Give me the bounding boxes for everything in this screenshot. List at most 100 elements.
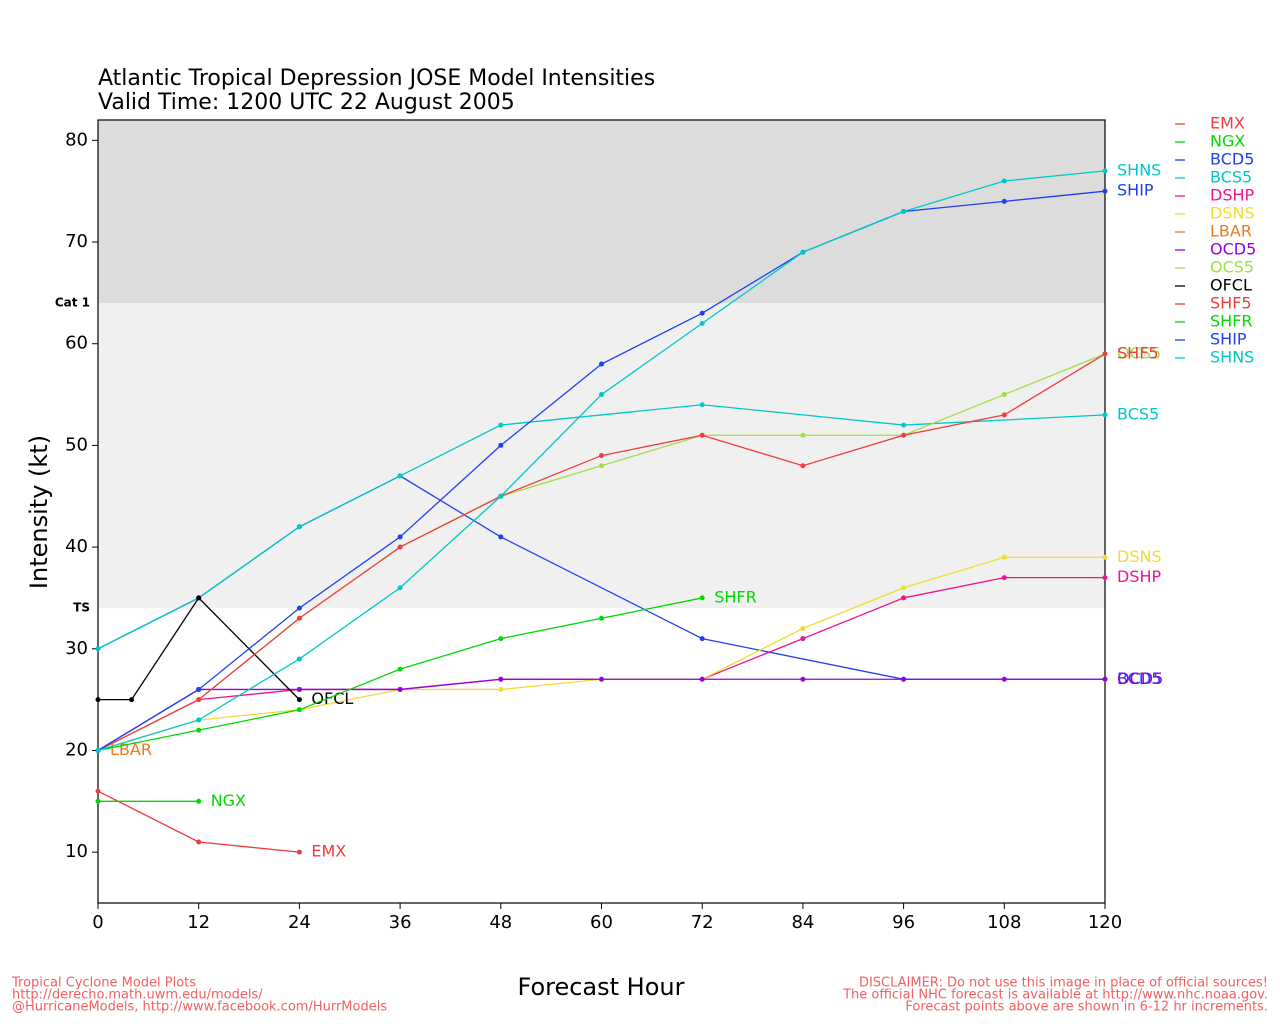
legend-label: NGX bbox=[1210, 132, 1245, 151]
data-point bbox=[397, 666, 403, 672]
data-point bbox=[599, 361, 604, 367]
y-tick-label: 20 bbox=[65, 739, 88, 760]
data-point bbox=[95, 697, 101, 703]
data-point bbox=[296, 524, 302, 530]
data-point bbox=[699, 432, 705, 438]
y-tick-label: 70 bbox=[65, 231, 88, 252]
series-end-label: SHNS bbox=[1117, 160, 1161, 179]
data-point bbox=[397, 544, 403, 550]
x-tick-label: 108 bbox=[987, 912, 1021, 933]
data-point bbox=[599, 463, 604, 469]
chart-subtitle: Valid Time: 1200 UTC 22 August 2005 bbox=[98, 90, 515, 115]
data-point bbox=[296, 697, 302, 703]
data-point bbox=[901, 422, 907, 428]
legend-label: EMX bbox=[1210, 114, 1245, 133]
series-line bbox=[98, 596, 300, 701]
data-point bbox=[1102, 351, 1108, 357]
data-point bbox=[1102, 188, 1108, 194]
legend-label: OFCL bbox=[1210, 276, 1252, 295]
data-point bbox=[196, 839, 202, 845]
data-point bbox=[196, 717, 202, 723]
data-point bbox=[1102, 676, 1108, 682]
data-point bbox=[296, 707, 302, 713]
footer-right: DISCLAIMER: Do not use this image in pla… bbox=[859, 976, 1268, 991]
legend-label: BCS5 bbox=[1210, 168, 1252, 187]
data-point bbox=[498, 676, 504, 682]
series-end-label: OFCL bbox=[311, 689, 353, 708]
data-point bbox=[498, 686, 504, 692]
series-line bbox=[97, 404, 1106, 650]
legend-label: BCD5 bbox=[1210, 150, 1254, 169]
series-end-label: NGX bbox=[211, 791, 246, 810]
y-tick-label: 80 bbox=[65, 129, 88, 150]
x-tick-label: 12 bbox=[187, 912, 210, 933]
data-point bbox=[296, 686, 302, 692]
series-end-label: LBAR bbox=[110, 740, 152, 759]
data-point bbox=[1102, 168, 1108, 174]
y-tick-label: 30 bbox=[65, 638, 88, 659]
data-point bbox=[196, 697, 202, 703]
series-end-label: SHFR bbox=[714, 587, 757, 606]
data-point bbox=[599, 676, 604, 682]
data-point bbox=[599, 392, 604, 398]
data-point bbox=[1102, 412, 1108, 418]
data-point bbox=[699, 595, 705, 601]
x-tick-label: 0 bbox=[92, 912, 103, 933]
data-point bbox=[498, 493, 504, 499]
legend-label: LBAR bbox=[1210, 222, 1252, 241]
x-tick-label: 24 bbox=[288, 912, 311, 933]
legend-label: OCD5 bbox=[1210, 240, 1256, 259]
chart-title: Atlantic Tropical Depression JOSE Model … bbox=[98, 66, 655, 91]
data-point bbox=[498, 422, 504, 428]
x-axis-label: Forecast Hour bbox=[518, 973, 685, 1001]
x-tick-label: 48 bbox=[489, 912, 512, 933]
data-point bbox=[397, 473, 403, 479]
data-point bbox=[699, 310, 705, 316]
data-point bbox=[699, 676, 705, 682]
data-point bbox=[296, 656, 302, 662]
data-point bbox=[129, 697, 135, 703]
data-point bbox=[1102, 575, 1108, 581]
x-tick-label: 60 bbox=[590, 912, 613, 933]
series-end-label: SHIP bbox=[1117, 181, 1154, 200]
series-end-label: DSHP bbox=[1117, 567, 1162, 586]
data-point bbox=[397, 686, 403, 692]
data-point bbox=[901, 585, 907, 591]
data-point bbox=[95, 798, 101, 804]
data-point bbox=[196, 798, 202, 804]
data-point bbox=[800, 676, 806, 682]
series-end-label: EMX bbox=[311, 842, 346, 861]
data-point bbox=[196, 595, 202, 601]
data-point bbox=[498, 534, 504, 540]
y-tick-label: 10 bbox=[65, 841, 88, 862]
data-point bbox=[800, 249, 806, 255]
data-point bbox=[196, 727, 202, 733]
data-point bbox=[1001, 412, 1007, 418]
data-point bbox=[800, 463, 806, 469]
data-point bbox=[1001, 198, 1007, 204]
data-point bbox=[296, 615, 302, 621]
footer-left: Tropical Cyclone Model Plots bbox=[11, 976, 196, 991]
data-point bbox=[699, 402, 705, 408]
footer-left: @HurricaneModels, http://www.facebook.co… bbox=[12, 1000, 387, 1015]
data-point bbox=[800, 625, 806, 631]
legend-label: DSNS bbox=[1210, 204, 1255, 223]
x-tick-label: 72 bbox=[691, 912, 714, 933]
y-tick-label: 40 bbox=[65, 536, 88, 557]
series-end-label: OCS5 bbox=[1117, 343, 1161, 362]
series-end-label: BCS5 bbox=[1117, 404, 1159, 423]
footer-right: The official NHC forecast is available a… bbox=[842, 988, 1268, 1003]
legend-label: SHNS bbox=[1210, 348, 1254, 367]
data-point bbox=[901, 676, 907, 682]
data-point bbox=[498, 636, 504, 642]
y-tick-label: 50 bbox=[65, 434, 88, 455]
series-end-label: DSNS bbox=[1117, 547, 1162, 566]
series-end-label: BCD5 bbox=[1117, 669, 1161, 688]
series-line bbox=[97, 597, 703, 752]
data-point bbox=[1001, 575, 1007, 581]
legend-label: OCS5 bbox=[1210, 258, 1254, 277]
data-point bbox=[296, 605, 302, 611]
data-point bbox=[800, 432, 806, 438]
